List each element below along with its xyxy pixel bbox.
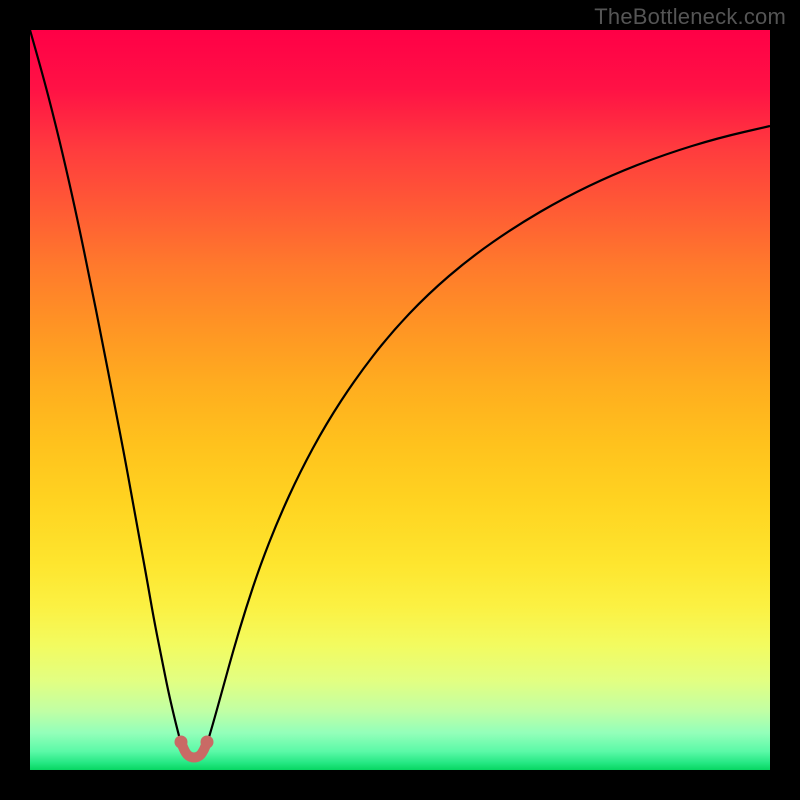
plot-area [30,30,770,770]
curve-left-branch [30,30,182,747]
curve-layer [30,30,770,770]
watermark-text: TheBottleneck.com [594,4,786,30]
chart-frame: TheBottleneck.com [0,0,800,800]
trough-dot-right [201,736,214,749]
curve-right-branch [206,126,770,747]
trough-dot-left [175,736,188,749]
